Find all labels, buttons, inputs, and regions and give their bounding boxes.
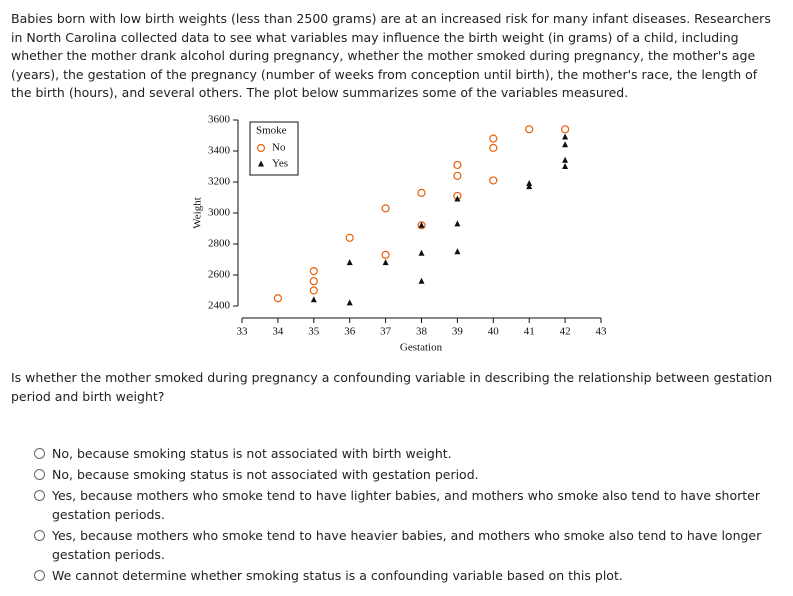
y-tick-label: 2800 — [208, 238, 231, 250]
point — [526, 183, 533, 190]
x-tick-label: 36 — [344, 326, 356, 338]
point — [525, 125, 534, 134]
point — [309, 277, 318, 286]
point — [489, 176, 498, 185]
point — [417, 221, 426, 230]
x-tick-label: 37 — [380, 326, 392, 338]
x-axis-label: Gestation — [400, 342, 443, 354]
y-tick-label: 3400 — [208, 145, 231, 157]
x-tick-label: 39 — [452, 326, 464, 338]
y-tick-label: 3600 — [208, 114, 231, 126]
legend-marker — [256, 143, 266, 153]
point — [562, 141, 569, 148]
point — [273, 294, 283, 303]
answer-option[interactable]: We cannot determine whether smoking stat… — [34, 566, 774, 585]
intro: Babies born with low birth weights (less… — [11, 11, 771, 100]
point — [453, 160, 462, 170]
x-tick-label: 35 — [308, 326, 320, 338]
chart: Gestation Weight Smoke 2400 2600 2800 3000 3… — [192, 114, 608, 354]
answer-option[interactable]: No, because smoking status is not associ… — [34, 444, 774, 463]
x-tick-label: 42 — [560, 326, 571, 338]
x-tick-label: 41 — [524, 326, 535, 338]
point — [562, 133, 569, 140]
point — [454, 248, 461, 255]
point — [418, 277, 425, 284]
y-tick-label: 2600 — [208, 269, 231, 281]
point — [382, 259, 389, 266]
point — [381, 204, 390, 213]
point — [526, 180, 533, 187]
point — [418, 221, 425, 228]
answer-option[interactable]: Yes, because mothers who smoke tend to h… — [34, 486, 774, 524]
legend-marker — [258, 160, 264, 167]
point — [454, 195, 461, 202]
point — [561, 125, 570, 134]
point — [489, 134, 498, 143]
options: No, because smoking status is not associ… — [34, 444, 774, 587]
point — [309, 267, 318, 276]
legend-title: Smoke — [256, 125, 287, 137]
point — [454, 220, 461, 227]
x-tick-label: 34 — [272, 326, 284, 338]
point — [562, 163, 569, 169]
point — [562, 156, 569, 163]
legend-label: No — [272, 142, 286, 154]
answer-option[interactable]: Yes, because mothers who smoke tend to h… — [34, 526, 774, 564]
y-tick-label: 3200 — [208, 176, 231, 188]
point — [346, 299, 353, 306]
point — [381, 250, 390, 259]
point — [310, 296, 317, 303]
legend-label: Yes — [272, 158, 288, 170]
y-tick-label: 3000 — [208, 207, 231, 219]
y-axis-label: Weight — [192, 197, 204, 229]
point — [489, 143, 498, 153]
y-tick-label: 2400 — [208, 300, 231, 312]
point — [453, 171, 462, 180]
x-tick-label: 40 — [488, 326, 500, 338]
x-tick-label: 33 — [237, 326, 249, 338]
point — [418, 249, 425, 256]
question: Is whether the mother smoked during preg… — [11, 370, 773, 404]
point — [309, 286, 318, 295]
x-tick-label: 38 — [416, 326, 428, 338]
x-tick-label: 43 — [596, 326, 608, 338]
point — [345, 233, 354, 242]
point — [417, 188, 426, 197]
point — [346, 259, 353, 266]
answer-option[interactable]: No, because smoking status is not associ… — [34, 465, 774, 484]
